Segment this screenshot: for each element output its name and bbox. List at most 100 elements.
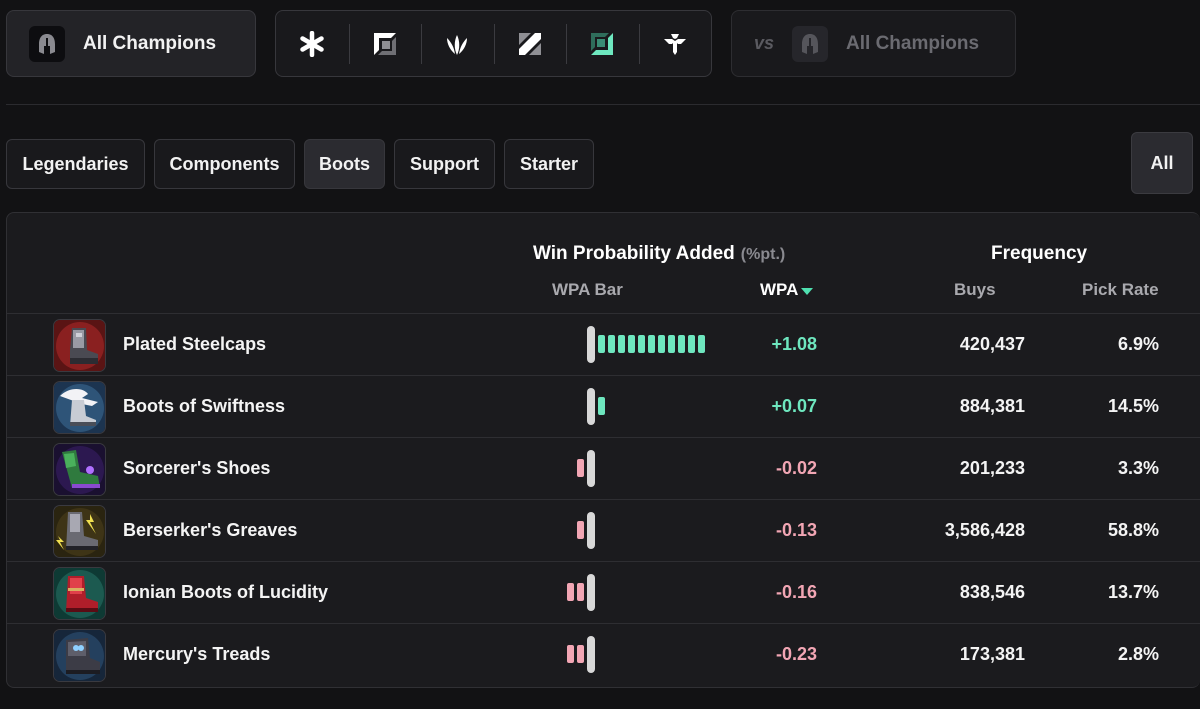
role-all-button[interactable] [276,24,349,64]
wpa-bar-axis [587,450,595,487]
item-name: Plated Steelcaps [123,334,267,354]
table-row[interactable]: Ionian Boots of Lucidity -0.16 838,546 1… [7,561,1200,623]
role-mid-button[interactable] [493,23,567,64]
wpa-header: Win Probability Added (%pt.) [533,243,786,264]
mercurys-treads-icon [53,629,106,682]
item-name: Sorcerer's Shoes [123,458,271,478]
champion-select-label: All Champions [83,32,217,54]
wpa-bar-axis [587,326,595,363]
column-pick-rate[interactable]: Pick Rate [1082,280,1159,299]
pick-rate-value: 3.3% [1117,458,1159,478]
wpa-value: -0.16 [775,582,817,602]
support-icon [663,33,686,55]
wpa-bar [547,376,707,438]
pick-rate-value: 6.9% [1117,334,1159,354]
column-wpa-sort[interactable]: WPA [760,280,814,300]
item-name: Boots of Swiftness [123,396,286,416]
wpa-bar-segment [648,335,655,353]
wpa-bar-segment [698,335,705,353]
role-jungle-button[interactable] [421,23,494,64]
sorcerers-shoes-icon [53,443,106,496]
wpa-bar-segment [608,335,615,353]
divider [6,104,1200,105]
buys-value: 173,381 [959,644,1025,664]
tab-legendaries[interactable]: Legendaries [6,139,145,189]
asterisk-icon [300,30,324,57]
table-row[interactable]: Plated Steelcaps +1.08 420,437 6.9% [7,313,1200,375]
wpa-bar-segment [567,645,574,663]
plated-steelcaps-icon [53,319,106,372]
sort-desc-icon [801,287,814,295]
pick-rate-value: 14.5% [1107,396,1159,416]
column-wpa-bar: WPA Bar [552,280,623,299]
wpa-value: -0.23 [775,644,817,664]
wpa-bar-segment [658,335,665,353]
wpa-value: +1.08 [771,334,817,354]
item-name: Ionian Boots of Lucidity [123,582,328,602]
tab-support[interactable]: Support [394,139,495,189]
wpa-bar-segment [577,459,584,477]
vs-champion-select[interactable]: vs All Champions [731,10,1016,77]
pick-rate-value: 13.7% [1107,582,1159,602]
column-buys[interactable]: Buys [954,280,996,299]
wpa-bar-axis [587,636,595,673]
wpa-unit: (%pt.) [740,246,786,263]
helmet-icon [29,25,65,62]
pick-rate-value: 2.8% [1117,644,1159,664]
vs-champion-select-label: All Champions [846,32,980,54]
wpa-bar-segment [577,583,584,601]
role-support-button[interactable] [638,23,712,64]
berserkers-greaves-icon [53,505,106,558]
role-top-button[interactable] [348,23,422,64]
wpa-bar-axis [587,512,595,549]
wpa-bar-segment [688,335,695,353]
role-filter-bar [275,10,712,77]
role-bot-button[interactable] [566,23,639,64]
buys-value: 420,437 [959,334,1025,354]
wpa-bar-segment [567,583,574,601]
wpa-bar-segment [598,397,605,415]
buys-value: 3,586,428 [944,520,1025,540]
all-button[interactable]: All [1131,132,1193,194]
tab-components[interactable]: Components [154,139,295,189]
tab-starter[interactable]: Starter [504,139,594,189]
wpa-bar-segment [678,335,685,353]
wpa-bar-segment [638,335,645,353]
buys-value: 838,546 [959,582,1025,602]
table-row[interactable]: Boots of Swiftness +0.07 884,381 14.5% [7,375,1200,437]
item-name: Mercury's Treads [123,644,271,664]
buys-value: 201,233 [959,458,1025,478]
jungle-icon [447,34,468,55]
helmet-icon [792,25,829,62]
wpa-bar-segment [628,335,635,353]
table-row[interactable]: Berserker's Greaves -0.13 3,586,428 58.8… [7,499,1200,561]
wpa-bar-segment [577,521,584,539]
mid-lane-icon [518,32,541,55]
frequency-header: Frequency [991,243,1088,264]
wpa-bar [547,624,707,686]
wpa-value: +0.07 [771,396,817,416]
table-row[interactable]: Mercury's Treads -0.23 173,381 2.8% [7,623,1200,685]
champion-select[interactable]: All Champions [6,10,256,77]
pick-rate-value: 58.8% [1107,520,1159,540]
wpa-bar-axis [587,574,595,611]
table-row[interactable]: Sorcerer's Shoes -0.02 201,233 3.3% [7,437,1200,499]
wpa-bar [547,500,707,562]
tab-boots[interactable]: Boots [304,139,385,189]
wpa-bar-axis [587,388,595,425]
items-table: Win Probability Added (%pt.) Frequency WP… [6,212,1200,688]
wpa-bar [547,314,707,376]
wpa-bar [547,562,707,624]
top-lane-icon [373,32,396,55]
wpa-value: -0.02 [775,458,817,478]
wpa-value: -0.13 [775,520,817,540]
item-name: Berserker's Greaves [123,520,298,540]
boots-of-swiftness-icon [53,381,106,434]
vs-label: vs [754,33,775,53]
wpa-bar-segment [577,645,584,663]
buys-value: 884,381 [959,396,1025,416]
wpa-bar-segment [598,335,605,353]
bot-lane-icon [591,32,614,55]
wpa-bar-segment [668,335,675,353]
ionian-boots-of-lucidity-icon [53,567,106,620]
